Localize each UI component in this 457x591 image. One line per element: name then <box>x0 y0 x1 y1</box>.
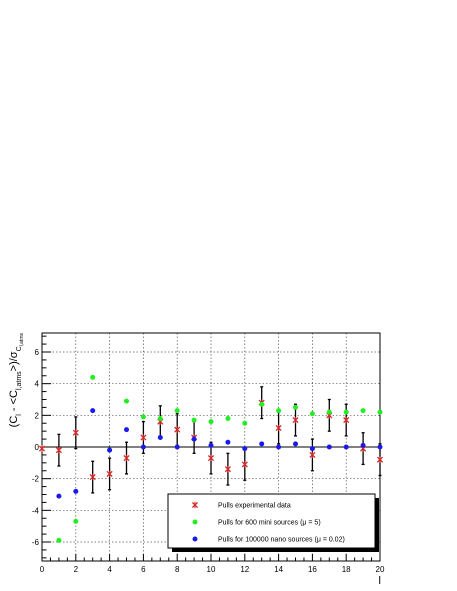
series-1-point <box>90 374 96 380</box>
series-1-point <box>377 409 383 415</box>
experimental-data-point <box>343 416 350 424</box>
series-2-point <box>326 444 332 450</box>
series-1-point <box>73 518 79 524</box>
x-tick-label: 20 <box>376 565 385 574</box>
series-2-point <box>90 408 96 414</box>
legend-entries: Pulls experimental data Pulls for 600 min… <box>191 501 345 544</box>
y-axis-title: (Cl - <Cl,atms>)/σCl,atms <box>8 333 25 428</box>
series-2-point <box>191 436 197 442</box>
y-tick-label: -2 <box>32 475 40 484</box>
y-tick-label: 2 <box>35 411 40 420</box>
legend-label: Pulls experimental data <box>218 503 291 510</box>
x-tick-label: 18 <box>342 565 351 574</box>
legend-label: Pulls for 600 mini sources (μ = 5) <box>218 520 321 527</box>
x-tick-label: 16 <box>308 565 317 574</box>
experimental-data-point <box>140 434 147 441</box>
series-1-point <box>259 401 265 407</box>
series-2-point <box>174 444 180 450</box>
legend-marker-2 <box>192 536 198 542</box>
experimental-data-point <box>55 446 62 454</box>
experimental-data-point <box>89 473 96 481</box>
series-2-point <box>293 441 298 447</box>
experimental-data-point <box>275 424 282 432</box>
legend-box <box>167 493 376 549</box>
y-axis-title-close: >)/σ <box>8 351 20 371</box>
x-axis-title: l <box>379 575 381 587</box>
series-2-point <box>377 444 383 450</box>
series-2-point <box>259 441 265 447</box>
series-1-point <box>208 419 214 425</box>
series-1-point <box>157 416 163 421</box>
series-1-point <box>293 404 298 410</box>
series-2-point <box>157 435 163 440</box>
x-tick-label: 2 <box>74 565 79 574</box>
series-2-point <box>276 444 282 450</box>
y-axis-title-mid: - <C <box>8 390 20 414</box>
experimental-data-point <box>241 461 248 468</box>
series-2-point <box>343 444 349 450</box>
x-tick-label: 0 <box>40 565 45 574</box>
legend-marker-1 <box>192 519 198 525</box>
series-1-point <box>276 408 282 414</box>
series-1-point <box>343 409 349 415</box>
series-2-point <box>73 488 79 494</box>
series-1-point <box>124 398 129 404</box>
series-2-point <box>208 442 214 448</box>
y-tick-label: -4 <box>32 506 40 515</box>
x-tick-label: 14 <box>274 565 283 574</box>
x-tick-label: 4 <box>107 565 112 574</box>
experimental-data-point <box>174 426 181 433</box>
y-tick-label: 4 <box>35 380 40 389</box>
experimental-data-point <box>292 416 299 424</box>
series-1-point <box>242 420 248 426</box>
experimental-data-point <box>106 470 113 478</box>
x-tick-label: 10 <box>207 565 216 574</box>
x-tick-label: 12 <box>240 565 249 574</box>
series-2-point <box>309 446 315 452</box>
series-1-point <box>140 414 146 420</box>
series-1-point <box>56 537 62 543</box>
series-1-point <box>309 411 315 417</box>
errorbar-layer <box>57 386 382 494</box>
x-tick-label: 6 <box>141 565 146 574</box>
experimental-data-point <box>123 454 130 462</box>
x-tick-label: 8 <box>175 565 180 574</box>
ticks-layer: 0 2 4 6 8 10 12 14 16 18 20 -6 -4 -2 0 2 4 6 <box>32 335 385 574</box>
experimental-data-point <box>72 429 79 436</box>
series-1-point <box>191 417 197 423</box>
experimental-data-point <box>207 454 215 462</box>
y-axis-title-sub2: l,atms <box>16 371 23 390</box>
experimental-data-point <box>38 445 46 452</box>
series-1-point <box>360 408 366 414</box>
series-2-point <box>107 447 113 453</box>
legend-marker-experimental <box>191 501 199 509</box>
series-1-point <box>326 409 332 415</box>
series-1-point <box>174 408 180 414</box>
series-2-point <box>56 493 62 499</box>
experimental-data-point <box>224 465 231 473</box>
legend-label: Pulls for 100000 nano sources (μ = 0.02) <box>218 537 345 544</box>
series-2-point <box>225 439 231 445</box>
y-axis-title-sub1: l <box>16 414 23 416</box>
experimental-data-point <box>376 456 384 463</box>
y-tick-label: -6 <box>32 538 40 547</box>
marker-layer <box>38 374 384 543</box>
y-axis-title-open: (C <box>8 416 20 428</box>
series-2-point <box>124 427 129 433</box>
y-tick-label: 6 <box>35 348 40 357</box>
y-axis-title-sub3: C <box>16 346 23 351</box>
series-2-point <box>360 442 366 448</box>
series-2-point <box>140 444 146 450</box>
legend: Pulls experimental data Pulls for 600 min… <box>167 493 379 552</box>
y-tick-label: 0 <box>35 443 40 452</box>
series-2-point <box>242 446 248 452</box>
series-1-point <box>225 416 231 421</box>
experimental-data-point <box>309 451 316 459</box>
y-axis-title-subsub3: l,atms <box>19 333 25 347</box>
